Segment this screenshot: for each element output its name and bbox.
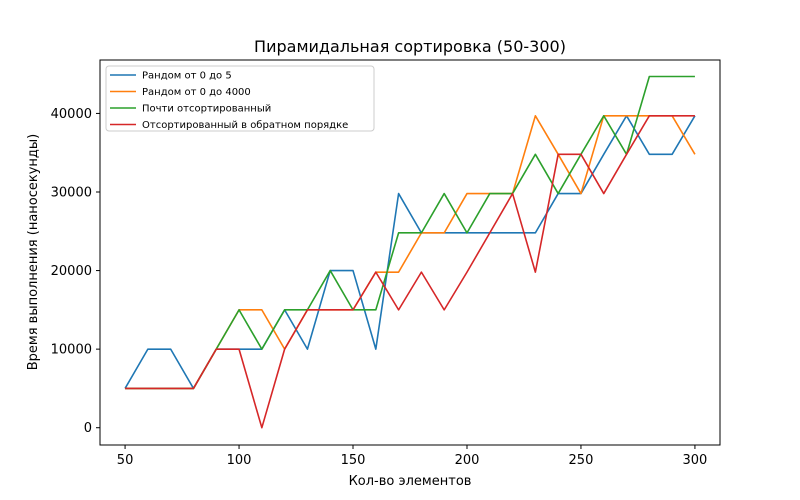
chart-title: Пирамидальная сортировка (50-300) <box>254 37 566 56</box>
y-tick-label: 30000 <box>51 186 92 201</box>
x-tick-label: 100 <box>227 453 252 468</box>
y-tick-label: 20000 <box>51 264 92 279</box>
legend-label: Почти отсортированный <box>142 104 271 115</box>
y-axis: 0 10000 20000 30000 40000 <box>51 107 100 436</box>
series-line-3 <box>125 75 695 390</box>
y-axis-label: Время выполнения (наносекунды) <box>26 134 41 371</box>
x-tick-label: 150 <box>341 453 366 468</box>
legend-label: Рандом от 0 до 4000 <box>142 87 251 98</box>
series-layer <box>124 75 696 429</box>
plot-frame <box>99 59 721 446</box>
legend-box <box>105 65 375 132</box>
x-tick-label: 250 <box>569 453 594 468</box>
y-tick-label: 10000 <box>51 343 92 358</box>
x-tick-label: 50 <box>117 453 134 468</box>
y-tick-label: 0 <box>84 421 92 436</box>
series-line-4 <box>125 114 695 429</box>
x-tick-label: 300 <box>683 453 708 468</box>
x-axis-label: Кол-во элементов <box>349 474 472 489</box>
legend: Рандом от 0 до 5 Рандом от 0 до 4000 Почти… <box>105 65 375 132</box>
legend-label: Отсортированный в обратном порядке <box>142 120 348 131</box>
legend-label: Рандом от 0 до 5 <box>142 71 232 82</box>
y-tick-label: 40000 <box>51 107 92 122</box>
series-line-2 <box>125 114 696 390</box>
x-tick-label: 200 <box>455 453 480 468</box>
x-axis: 50 100 150 200 250 300 <box>117 445 708 468</box>
